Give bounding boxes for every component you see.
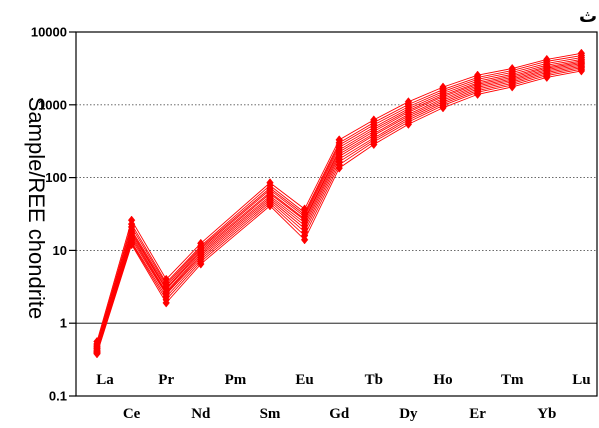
x-category-label: Pr <box>158 372 174 388</box>
series-line <box>96 65 582 352</box>
plot-frame <box>75 31 598 397</box>
x-category-label: Yb <box>537 406 556 422</box>
x-category-labels: La Ce Pr Nd Pm Sm Eu Gd Tb Dy Ho Er Tm Yb Lu <box>96 372 590 422</box>
series-line <box>96 52 582 342</box>
x-category-label: Sm <box>260 406 281 422</box>
x-category-label: Ce <box>123 406 141 422</box>
data-point <box>543 72 551 82</box>
x-category-label: Gd <box>329 406 350 422</box>
y-tick-label: 1000 <box>38 97 67 112</box>
y-tick-label: 10 <box>53 243 67 258</box>
data-point <box>93 349 101 359</box>
gridlines <box>76 104 597 324</box>
series-lines <box>93 48 586 359</box>
data-point <box>404 119 413 129</box>
x-category-label: Nd <box>191 406 211 422</box>
series-line <box>96 57 582 346</box>
series-line <box>96 64 582 351</box>
x-category-label: Ho <box>433 372 452 388</box>
y-tick-label: 0.1 <box>49 389 67 404</box>
series-line <box>96 67 582 353</box>
series-line <box>96 68 582 354</box>
data-point <box>197 259 205 269</box>
y-tick-label: 10000 <box>31 25 67 40</box>
data-point <box>370 139 378 150</box>
data-point <box>300 235 309 245</box>
data-point <box>266 201 274 211</box>
x-category-label: Tb <box>365 372 383 388</box>
data-point <box>439 103 447 113</box>
series-line <box>96 60 582 348</box>
data-point <box>162 298 170 308</box>
data-point <box>335 163 343 173</box>
data-point <box>473 89 482 99</box>
series-line <box>96 70 582 354</box>
series-line <box>96 63 582 350</box>
y-tick-label: 1 <box>60 316 67 331</box>
x-category-label: La <box>96 372 114 388</box>
x-category-label: Lu <box>572 372 590 388</box>
x-category-label: Pm <box>225 372 247 388</box>
x-category-label: Eu <box>295 372 313 388</box>
x-category-label: Er <box>469 406 486 422</box>
corner-text: ث <box>579 6 597 27</box>
series-line <box>96 61 582 349</box>
data-point <box>577 66 586 76</box>
y-tick-label: 100 <box>45 170 67 185</box>
series-line <box>96 55 582 344</box>
x-category-label: Dy <box>399 406 418 422</box>
series-line <box>96 58 582 347</box>
y-axis-ticks: 0.1 1 10 100 1000 10000 <box>31 25 76 404</box>
y-axis-label: Sample/REE chondrite <box>24 97 49 320</box>
x-category-label: Tm <box>501 372 524 388</box>
data-point <box>508 82 516 92</box>
data-point <box>127 240 136 250</box>
